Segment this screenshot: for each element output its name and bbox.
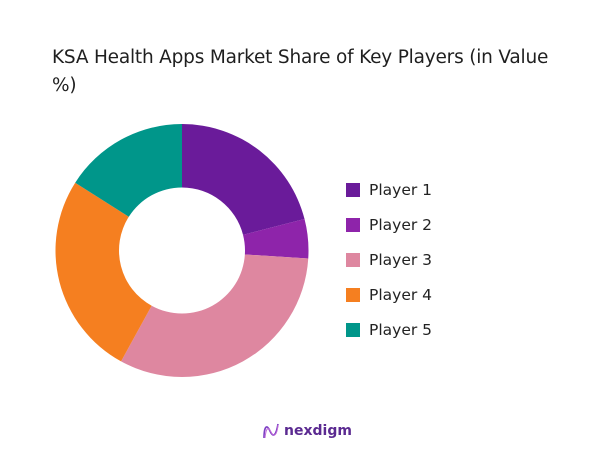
legend-label: Player 5 <box>369 320 433 339</box>
legend-item: Player 3 <box>346 242 432 277</box>
legend-label: Player 4 <box>369 285 433 304</box>
legend-label: Player 3 <box>369 250 433 269</box>
legend-item: Player 2 <box>346 207 432 242</box>
slice-player-2 <box>243 219 309 259</box>
logo-text: nexdigm <box>284 423 352 439</box>
slice-player-4 <box>55 182 152 362</box>
legend-item: Player 1 <box>346 172 432 207</box>
nexdigm-logo: nexdigm <box>262 422 352 440</box>
legend-swatch <box>346 182 360 197</box>
legend-swatch <box>346 322 360 337</box>
legend-item: Player 5 <box>346 312 432 347</box>
slice-player-1 <box>182 124 305 235</box>
legend-item: Player 4 <box>346 277 432 312</box>
legend-swatch <box>346 252 360 267</box>
slice-player-5 <box>75 124 182 217</box>
legend-swatch <box>346 217 360 232</box>
legend-swatch <box>346 287 360 302</box>
nexdigm-logo-icon <box>263 423 279 439</box>
legend-label: Player 2 <box>369 215 433 234</box>
chart-legend: Player 1 Player 2 Player 3 Player 4 Player 5 <box>346 172 432 347</box>
slice-player-3 <box>121 254 309 377</box>
legend-label: Player 1 <box>369 180 433 199</box>
chart-title: KSA Health Apps Market Share of Key Play… <box>52 47 549 96</box>
